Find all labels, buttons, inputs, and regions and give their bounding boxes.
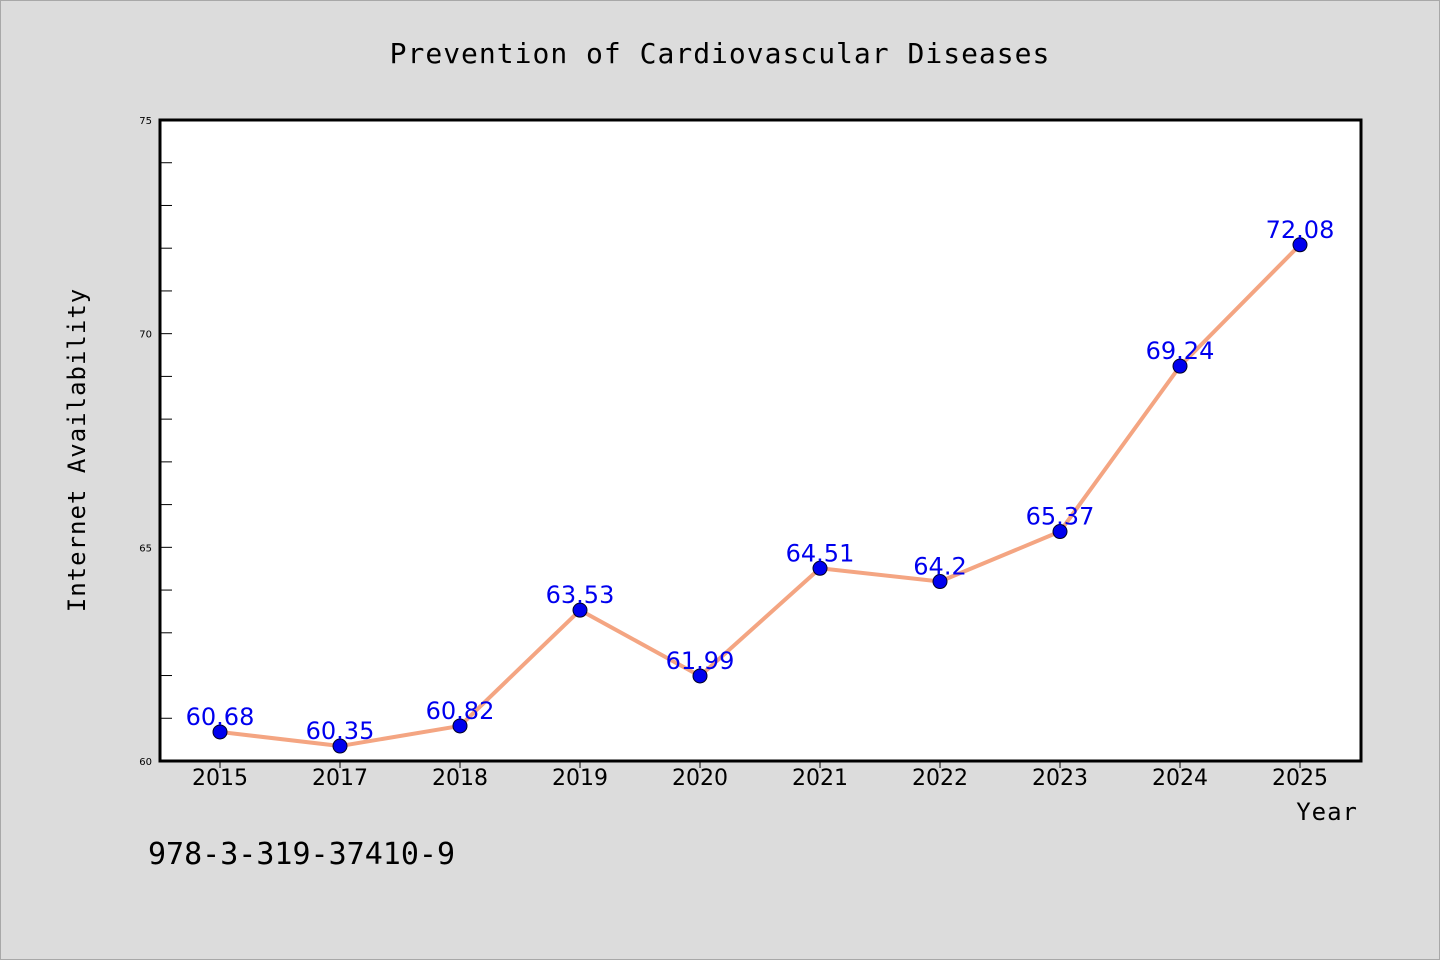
data-point	[1172, 358, 1188, 374]
x-tick-label: 2015	[192, 766, 248, 791]
x-tick-label: 2021	[792, 766, 848, 791]
y-tick-label: 60	[139, 757, 152, 768]
x-tick-label: 2018	[432, 766, 488, 791]
y-tick-label: 65	[139, 543, 152, 554]
x-tick-label: 2024	[1152, 766, 1208, 791]
data-point	[212, 724, 228, 740]
data-point	[1292, 237, 1308, 253]
data-point	[812, 560, 828, 576]
data-label: 60.35	[306, 717, 375, 745]
x-axis-ticks: 2015 2017 2018 2019 2020 2021 2022 2023 2024 2025	[192, 761, 1328, 791]
chart-title: Prevention of Cardiovascular Diseases	[390, 37, 1051, 70]
data-label: 60.68	[186, 703, 255, 731]
plot-area	[158, 118, 1363, 763]
y-tick-label: 75	[139, 116, 152, 127]
data-point	[692, 668, 708, 684]
data-point	[332, 738, 348, 754]
footer-text: 978-3-319-37410-9	[148, 837, 455, 872]
x-tick-label: 2023	[1032, 766, 1088, 791]
data-point	[1052, 524, 1068, 540]
data-label: 69.24	[1146, 337, 1215, 365]
data-label: 61.99	[666, 647, 735, 675]
data-point	[452, 718, 468, 734]
x-tick-label: 2025	[1272, 766, 1328, 791]
data-label: 64.51	[786, 539, 855, 567]
x-tick-label: 2017	[312, 766, 368, 791]
series-line	[219, 243, 1302, 749]
x-tick-label: 2019	[552, 766, 608, 791]
y-axis-ticks: 60 65 70 75	[139, 116, 172, 768]
data-label: 64.2	[913, 553, 966, 581]
series-layer: 60.68 60.35 60.82 63.53 61.99 64.51 64.2 65.37 6…	[186, 216, 1335, 754]
y-tick-label: 70	[139, 330, 152, 341]
x-tick-label: 2022	[912, 766, 968, 791]
data-label: 63.53	[546, 581, 615, 609]
data-label: 65.37	[1026, 503, 1095, 531]
data-label: 72.08	[1266, 216, 1335, 244]
data-point	[932, 574, 948, 590]
data-label: 60.82	[426, 697, 495, 725]
x-tick-label: 2020	[672, 766, 728, 791]
data-point	[572, 602, 588, 618]
y-axis-label: Internet Availability	[63, 288, 91, 612]
x-axis-label: Year	[1296, 798, 1358, 826]
